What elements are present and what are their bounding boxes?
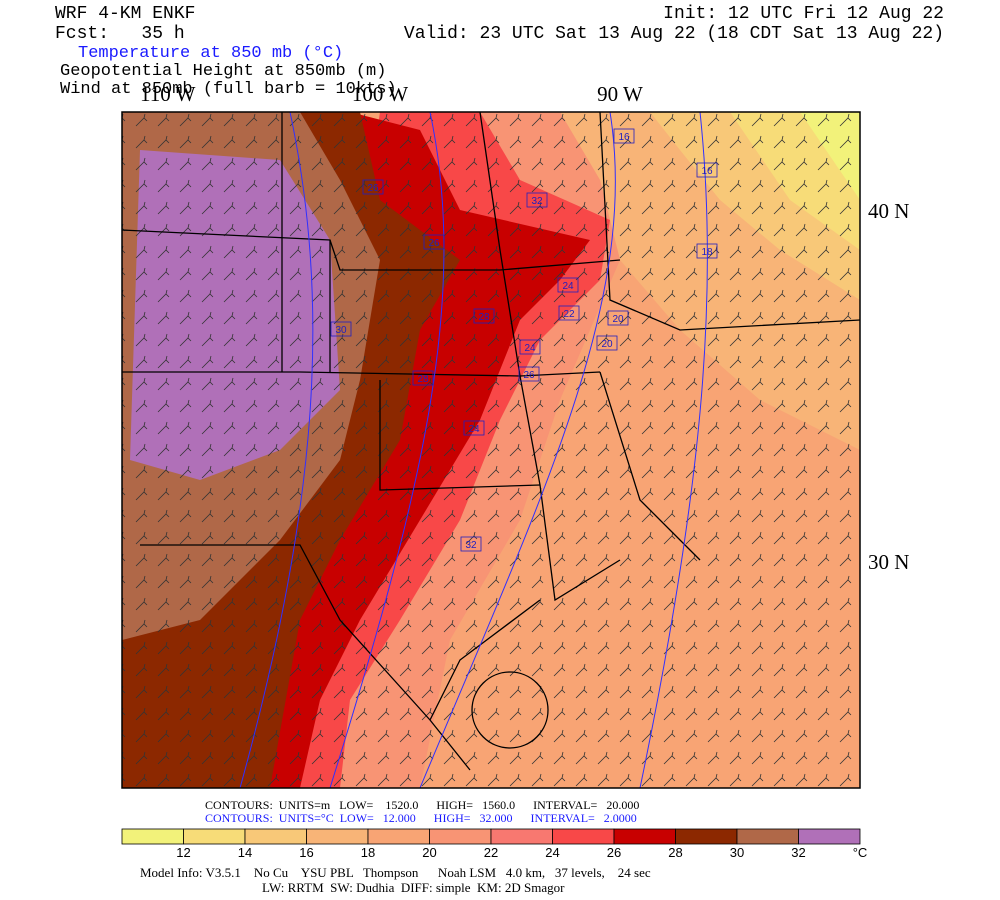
lon-label: 110 W [140, 82, 196, 106]
contour-label-box [696, 243, 718, 259]
contour-label: 24 [468, 424, 480, 435]
contour-label-box [519, 339, 541, 355]
contour-label-box [460, 536, 482, 552]
contour-label: 30 [335, 325, 347, 336]
colorbar-box [183, 828, 246, 845]
contour-label-box [696, 162, 718, 178]
contour-label-box [557, 277, 579, 293]
contour-label-box [362, 179, 384, 195]
colorbar-box [613, 828, 676, 845]
map-frame [121, 111, 861, 789]
contour-label-box [423, 234, 445, 250]
height-contours: CONTOURS: UNITS=m LOW= 1520.0 HIGH= 1560… [205, 798, 639, 812]
colorbar-label: 28 [668, 845, 682, 860]
colorbar: 12 14 16 18 20 22 24 26 28 30 32 °C [121, 828, 868, 860]
map [122, 112, 860, 788]
field-wind: Wind at 850mb (full barb = 10kts) [60, 80, 397, 99]
contour-label: 32 [465, 540, 477, 551]
colorbar-box [736, 828, 799, 845]
colorbar-box [367, 828, 430, 845]
colorbar-label: 30 [730, 845, 744, 860]
temp-contours: CONTOURS: UNITS=°C LOW= 12.000 HIGH= 32.… [205, 811, 637, 825]
contour-label: 16 [701, 166, 713, 177]
colorbar-box [490, 828, 553, 845]
colorbar-box [121, 828, 184, 845]
colorbar-box [244, 828, 307, 845]
contour-label: 28 [417, 374, 429, 385]
model: WRF 4-KM ENKF [55, 4, 195, 24]
contour-label-box [613, 128, 635, 144]
colorbar-label: 18 [361, 845, 375, 860]
contour-label-box [463, 420, 485, 436]
contour-label: 26 [367, 183, 379, 194]
contour-label: 26 [428, 238, 440, 249]
contour-label-box [518, 366, 540, 382]
forecast: Fcst: 35 h [55, 24, 185, 44]
field-height: Geopotential Height at 850mb (m) [60, 62, 386, 81]
contour-label-box [607, 310, 629, 326]
colorbar-label: 32 [791, 845, 805, 860]
contour-label: 32 [531, 196, 543, 207]
contour-label: 24 [524, 343, 536, 354]
colorbar-label: 14 [238, 845, 252, 860]
colorbar-box [552, 828, 615, 845]
contour-label: 18 [701, 247, 713, 258]
colorbar-box [675, 828, 738, 845]
init: Init: 12 UTC Fri 12 Aug 22 [663, 4, 944, 24]
lat-label: 30 N [868, 550, 909, 574]
colorbar-box [306, 828, 369, 845]
contour-label: 16 [618, 132, 630, 143]
contour-label-box [596, 335, 618, 351]
contour-label: 20 [601, 339, 613, 350]
model-info: Model Info: V3.5.1 No Cu YSU PBL Thompso… [140, 865, 651, 880]
contour-label: 28 [478, 312, 490, 323]
contour-label: 20 [612, 314, 624, 325]
contour-label: 22 [563, 309, 575, 320]
colorbar-box [798, 828, 861, 845]
contour-label: 24 [562, 281, 574, 292]
colorbar-label: 24 [545, 845, 559, 860]
contour-label-box [412, 370, 434, 386]
valid: Valid: 23 UTC Sat 13 Aug 22 (18 CDT Sat … [404, 24, 944, 44]
lon-label: 100 W [352, 82, 408, 106]
colorbar-label: 16 [299, 845, 313, 860]
contour-label-box [526, 192, 548, 208]
colorbar-label: 26 [607, 845, 621, 860]
colorbar-label: 22 [484, 845, 498, 860]
contour-labels: 16 16 18 26 32 26 24 22 20 20 30 28 24 28 26 24 32 [330, 128, 718, 552]
colorbar-label: 20 [422, 845, 436, 860]
colorbar-label: 12 [176, 845, 190, 860]
colorbar-box [429, 828, 492, 845]
colorbar-label: °C [853, 845, 868, 860]
contour-label-box [330, 321, 352, 337]
lat-label: 40 N [868, 199, 909, 223]
lon-label: 90 W [597, 82, 643, 106]
field-temp: Temperature at 850 mb (°C) [78, 44, 343, 63]
contour-label-box [473, 308, 495, 324]
contour-label-box [558, 305, 580, 321]
contour-label: 26 [523, 370, 535, 381]
physics: LW: RRTM SW: Dudhia DIFF: simple KM: 2D … [262, 880, 565, 895]
